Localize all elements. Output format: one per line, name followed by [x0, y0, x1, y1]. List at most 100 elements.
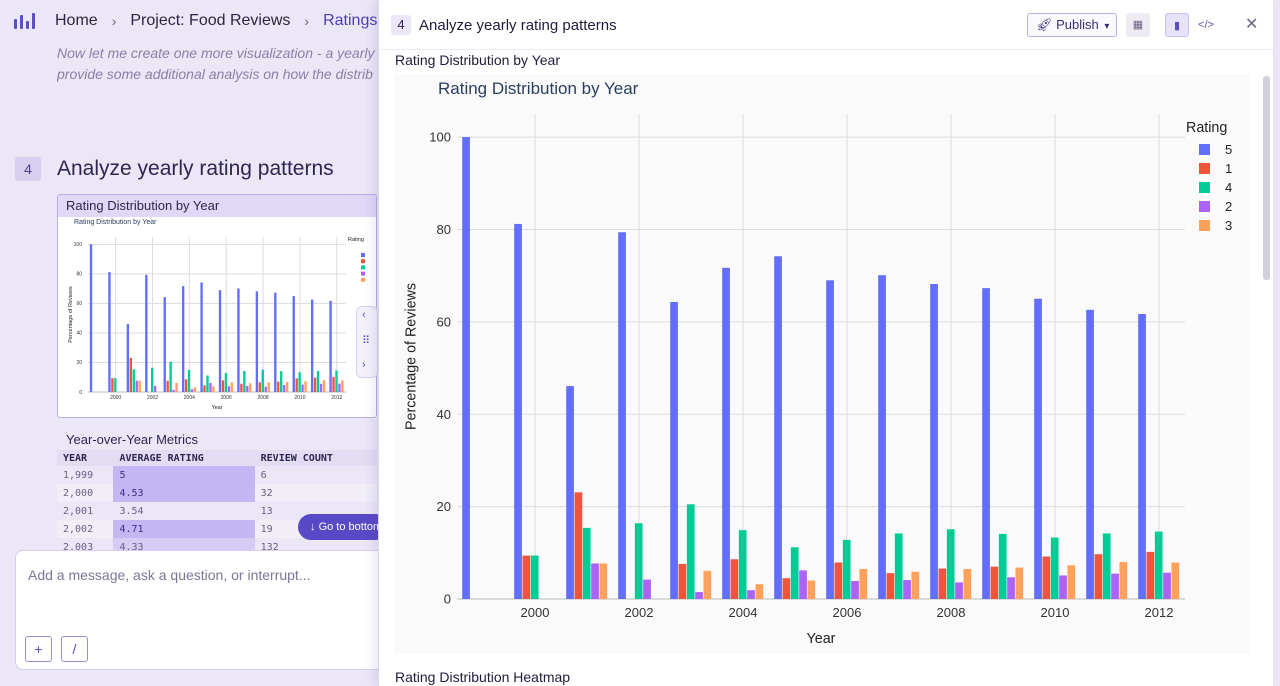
bar-rating-5: [670, 301, 678, 599]
bar-rating-3: [230, 382, 233, 392]
add-attachment-button[interactable]: +: [25, 636, 52, 662]
bar-rating-5: [108, 272, 111, 392]
grid-view-icon[interactable]: ▦: [1126, 13, 1150, 37]
chevron-right-icon[interactable]: ›: [362, 359, 366, 371]
legend-item: 4: [1225, 180, 1232, 195]
legend-item: 3: [1225, 218, 1232, 233]
app-logo[interactable]: [14, 11, 36, 29]
bar-rating-3: [138, 380, 141, 392]
bar-rating-3: [193, 387, 197, 392]
drag-handle-icon[interactable]: ⠿: [362, 335, 371, 347]
x-tick-label: 2010: [294, 395, 305, 401]
chart-container: 0 20 40 60 80 100 2000 2002 2004 2006 2008 2010 2012…: [395, 74, 1249, 654]
legend-swatch: [1199, 163, 1210, 174]
bar-rating-4: [132, 369, 135, 392]
table-row: 2,002 4.71 19: [57, 520, 377, 538]
bar-rating-3: [267, 382, 270, 392]
bar-rating-4: [530, 555, 539, 599]
legend-swatch: [361, 265, 365, 270]
x-tick-label: 2002: [147, 395, 158, 401]
x-tick-label: 2006: [833, 605, 862, 620]
bar-rating-2: [591, 563, 599, 599]
column-header: YEAR: [57, 450, 114, 466]
bar-rating-1: [295, 378, 298, 392]
bar-rating-2: [153, 385, 157, 392]
table-cell: 13: [260, 505, 273, 517]
y-tick-label: 0: [79, 390, 82, 396]
chart-thumbnail-card[interactable]: Rating Distribution by Year 0 20 40 60 80 100…: [57, 194, 377, 418]
bar-rating-3: [599, 563, 608, 599]
close-icon[interactable]: ✕: [1245, 16, 1259, 33]
bar-rating-3: [807, 580, 816, 599]
legend-swatch: [361, 259, 365, 264]
go-to-bottom-button[interactable]: ↓ Go to bottom: [298, 514, 388, 540]
chart-title: Rating Distribution by Year: [74, 219, 157, 226]
x-tick-label: 2000: [110, 395, 121, 401]
bar-rating-5: [89, 244, 93, 392]
bar-rating-5: [237, 288, 240, 392]
publish-button[interactable]: 🚀︎ Publish ▾: [1027, 13, 1117, 37]
code-view-icon[interactable]: </>: [1198, 19, 1214, 31]
bar-rating-1: [313, 377, 317, 392]
panel-header: 4 Analyze yearly rating patterns 🚀︎ Publ…: [379, 0, 1274, 50]
message-composer[interactable]: Add a message, ask a question, or interr…: [15, 550, 395, 670]
arrow-down-icon: ↓: [310, 521, 316, 533]
y-axis-label: Percentage of Reviews: [403, 283, 419, 430]
bar-rating-3: [1119, 562, 1128, 599]
table-cell: 4.71: [113, 520, 255, 538]
legend-swatch: [1199, 201, 1210, 212]
x-tick-label: 2008: [258, 395, 269, 401]
legend-swatch: [361, 271, 365, 276]
bar-rating-2: [1059, 575, 1067, 599]
bar-rating-5: [274, 292, 277, 392]
table-cell: 132: [260, 541, 279, 553]
bar-rating-2: [695, 592, 703, 599]
bar-rating-1: [277, 381, 280, 392]
bar-rating-4: [280, 371, 283, 392]
bar-rating-2: [1007, 577, 1015, 599]
bar-rating-4: [1154, 531, 1163, 599]
table-cell: 19: [260, 523, 273, 535]
panel-resize-handle[interactable]: ‹ ⠿ ›: [356, 306, 378, 378]
x-axis-label: Year: [211, 405, 222, 411]
bar-rating-4: [151, 367, 154, 392]
table-cell: 2,001: [63, 505, 94, 517]
bar-rating-1: [111, 378, 114, 392]
y-tick-label: 60: [437, 314, 451, 329]
bar-rating-2: [643, 579, 651, 599]
chart-detail-panel: 4 Analyze yearly rating patterns 🚀︎ Publ…: [378, 0, 1274, 686]
breadcrumb-home[interactable]: Home: [55, 12, 98, 29]
y-tick-label: 40: [437, 407, 451, 422]
main-chart[interactable]: 0 20 40 60 80 100 2000 2002 2004 2006 2008 2010 2012…: [395, 74, 1249, 654]
table-cell: 6: [260, 469, 267, 481]
bar-rating-4: [842, 539, 851, 599]
bar-rating-5: [310, 299, 314, 392]
x-tick-label: 2010: [1041, 605, 1070, 620]
table-cell: 32: [260, 487, 273, 499]
panel-scrollbar[interactable]: [1263, 76, 1270, 280]
thumbnail-title: Rating Distribution by Year: [58, 195, 376, 217]
bar-rating-5: [255, 291, 259, 392]
slash-command-button[interactable]: /: [61, 636, 88, 662]
breadcrumb-project[interactable]: Project: Food Reviews: [130, 12, 291, 29]
bar-rating-5: [145, 274, 148, 392]
bar-rating-1: [1042, 556, 1051, 599]
legend-swatch: [1199, 182, 1210, 193]
bar-rating-5: [462, 137, 470, 599]
bar-rating-4: [224, 373, 228, 392]
bar-rating-4: [187, 370, 191, 392]
bar-rating-4: [634, 523, 643, 599]
chart-view-icon[interactable]: ▮: [1165, 13, 1189, 37]
chevron-left-icon[interactable]: ‹: [362, 309, 366, 321]
bar-rating-3: [304, 381, 307, 392]
message-input[interactable]: Add a message, ask a question, or interr…: [28, 567, 311, 583]
bar-rating-1: [782, 578, 791, 599]
bar-rating-1: [574, 492, 583, 599]
metrics-title: Year-over-Year Metrics: [66, 432, 198, 447]
y-tick-label: 80: [76, 272, 82, 278]
y-tick-label: 60: [76, 301, 82, 307]
bar-rating-4: [946, 529, 955, 599]
bar-rating-5: [329, 300, 332, 392]
bar-rating-2: [319, 383, 323, 392]
bar-rating-1: [1146, 551, 1155, 599]
